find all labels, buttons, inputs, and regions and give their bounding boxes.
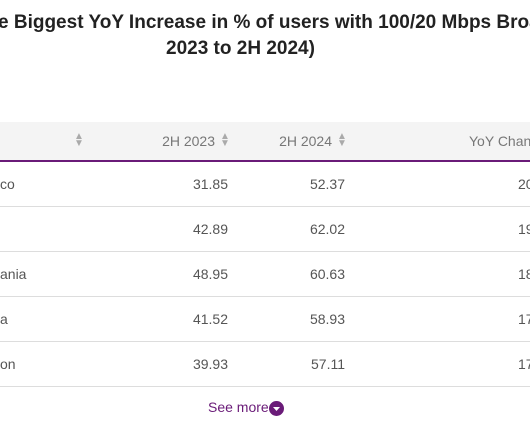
table-cell: 60.63 — [309, 266, 345, 282]
table-header — [0, 122, 530, 162]
table-cell: 41.52 — [192, 311, 228, 327]
table-cell: co — [0, 176, 15, 192]
table-cell: 52.37 — [309, 176, 345, 192]
table-cell: 31.85 — [192, 176, 228, 192]
sort-icon[interactable]: ▲ ▼ — [220, 131, 230, 149]
see-more-icon[interactable] — [269, 401, 284, 416]
table-cell: 48.95 — [192, 266, 228, 282]
column-header[interactable]: 2H 2023 — [162, 133, 215, 149]
table-row — [0, 162, 530, 207]
table-cell: 62.02 — [309, 221, 345, 237]
table-cell: 17 — [518, 356, 530, 372]
sort-icon[interactable]: ▲ ▼ — [74, 131, 84, 149]
table-row — [0, 297, 530, 342]
table-row — [0, 207, 530, 252]
table-cell: 20 — [518, 176, 530, 192]
table-cell: 42.89 — [192, 221, 228, 237]
table-cell: ania — [0, 266, 27, 282]
sort-icon[interactable]: ▲ ▼ — [337, 131, 347, 149]
table-cell: 19 — [518, 221, 530, 237]
see-more[interactable]: See more — [208, 399, 269, 415]
table-cell: 18 — [518, 266, 530, 282]
title-line: 2023 to 2H 2024) — [166, 38, 315, 59]
table-cell: 17 — [518, 311, 530, 327]
table-cell: on — [0, 356, 16, 372]
column-header[interactable]: YoY Chang — [469, 133, 530, 149]
table-cell: 57.11 — [311, 356, 345, 372]
table-cell: 39.93 — [192, 356, 228, 372]
title-line: e Biggest YoY Increase in % of users wit… — [0, 12, 530, 33]
table-row — [0, 342, 530, 387]
column-header[interactable]: 2H 2024 — [279, 133, 332, 149]
table-cell: 58.93 — [309, 311, 345, 327]
table-row — [0, 252, 530, 297]
table-cell: a — [0, 311, 8, 327]
